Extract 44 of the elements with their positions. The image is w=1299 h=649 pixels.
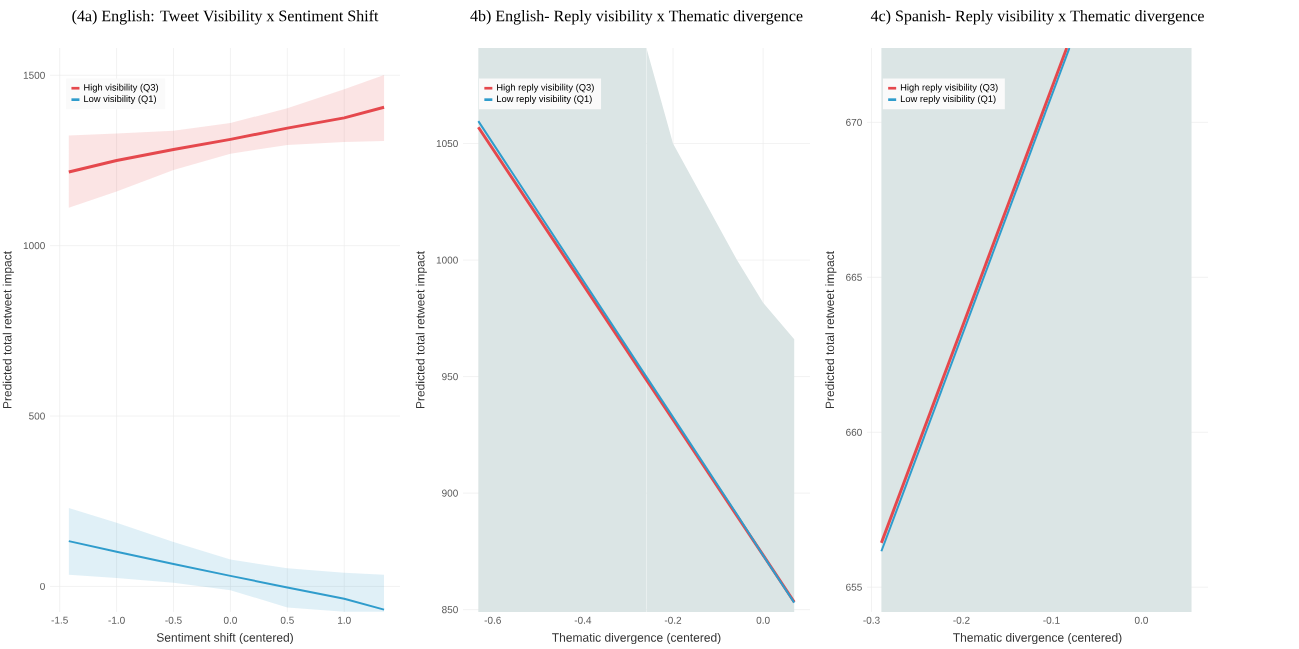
x-axis-title: Thematic divergence (centered): [953, 632, 1122, 645]
y-tick-label: 500: [29, 412, 45, 420]
y-tick-label: 1000: [23, 242, 45, 250]
legend-label: Low reply visibility (Q1): [497, 95, 592, 104]
legend-label: High reply visibility (Q3): [900, 83, 998, 93]
legend-label: Low visibility (Q1): [84, 95, 156, 104]
y-tick-label: 660: [846, 428, 862, 436]
chart-title: 4b) English- Reply visibility x Thematic divergence: [470, 10, 803, 25]
y-tick-label: 1000: [436, 256, 458, 264]
x-tick-label: -0.5: [165, 616, 182, 624]
y-tick-label: 950: [442, 373, 458, 381]
y-tick-label: 900: [442, 489, 458, 497]
legend-label: Low reply visibility (Q1): [900, 95, 996, 104]
x-tick-label: 0.0: [1134, 616, 1148, 624]
x-tick-label: -0.3: [863, 616, 880, 624]
x-tick-label: -0.2: [664, 616, 682, 624]
x-tick-label: 0.0: [756, 616, 770, 624]
chart-title: (4a) English: Tweet Visibility x Sentiment Shift: [72, 9, 379, 25]
line-series: [67, 540, 386, 611]
y-tick-label: 655: [846, 583, 862, 591]
y-axis-title: Predicted total retweet impact: [825, 251, 837, 409]
x-axis-title: Sentiment shift (centered): [156, 632, 293, 645]
y-tick-label: 670: [846, 118, 862, 126]
chart-title: 4c) Spanish- Reply visibility x Thematic divergence: [870, 10, 1204, 25]
x-tick-label: 1.0: [338, 616, 351, 624]
line-series: [67, 105, 386, 174]
x-tick-label: 0.5: [280, 616, 294, 624]
y-tick-label: 665: [846, 273, 862, 281]
x-tick-label: -0.4: [574, 616, 592, 624]
y-tick-label: 1500: [23, 71, 45, 79]
x-tick-label: -1.0: [108, 616, 125, 624]
legend-label: High visibility (Q3): [84, 83, 159, 93]
y-tick-label: 1050: [436, 140, 458, 148]
legend-label: High reply visibility (Q3): [497, 83, 594, 93]
x-tick-label: -1.5: [51, 616, 68, 624]
y-tick-label: 850: [442, 606, 458, 614]
x-tick-label: -0.1: [1043, 616, 1060, 624]
x-tick-label: -0.6: [484, 616, 501, 624]
x-axis-title: Thematic divergence (centered): [552, 632, 721, 645]
y-axis-title: Predicted total retweet impact: [2, 251, 14, 409]
y-tick-label: 0: [40, 582, 45, 590]
x-tick-label: 0.0: [223, 616, 237, 624]
x-tick-label: -0.2: [953, 616, 970, 624]
y-axis-title: Predicted total retweet impact: [415, 251, 427, 409]
